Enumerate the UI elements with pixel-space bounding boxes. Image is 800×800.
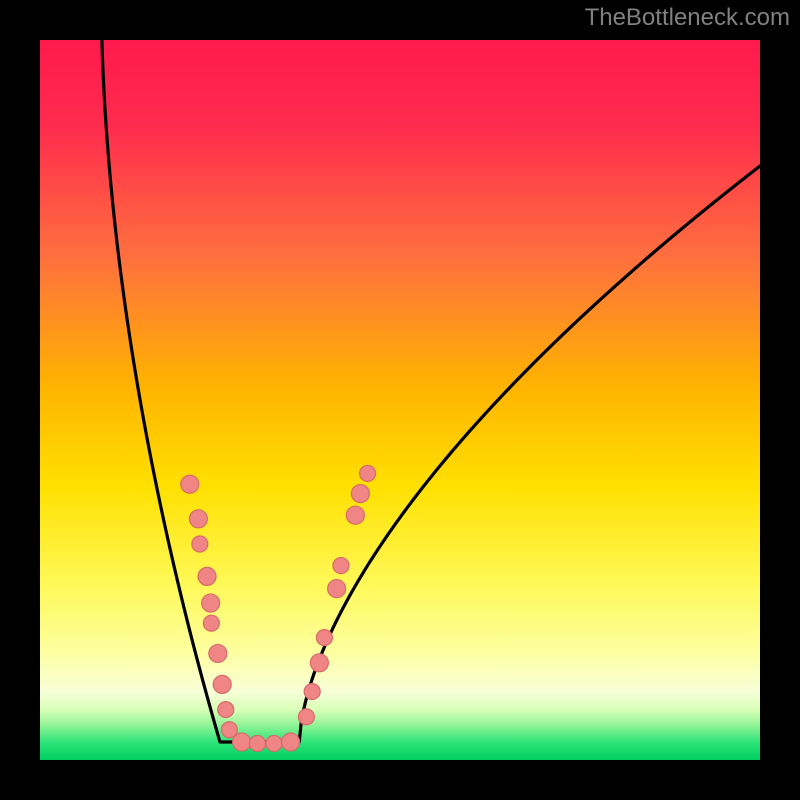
plot-area: [40, 40, 760, 760]
data-marker: [310, 654, 328, 672]
data-marker: [203, 615, 219, 631]
data-marker: [333, 558, 349, 574]
data-marker: [351, 485, 369, 503]
data-marker: [198, 567, 216, 585]
data-marker: [316, 630, 332, 646]
data-marker: [233, 733, 251, 751]
data-marker: [360, 465, 376, 481]
data-marker: [249, 735, 265, 751]
data-marker: [209, 644, 227, 662]
data-marker: [192, 536, 208, 552]
data-marker: [328, 580, 346, 598]
data-marker: [282, 733, 300, 751]
data-marker: [304, 684, 320, 700]
data-marker: [213, 675, 231, 693]
data-marker: [298, 709, 314, 725]
data-marker: [346, 506, 364, 524]
watermark-text: TheBottleneck.com: [585, 4, 790, 32]
chart-root: TheBottleneck.com: [0, 0, 800, 800]
data-marker: [266, 735, 282, 751]
chart-svg: [0, 0, 800, 800]
data-marker: [202, 594, 220, 612]
data-marker: [181, 475, 199, 493]
data-marker: [189, 510, 207, 528]
data-marker: [218, 702, 234, 718]
